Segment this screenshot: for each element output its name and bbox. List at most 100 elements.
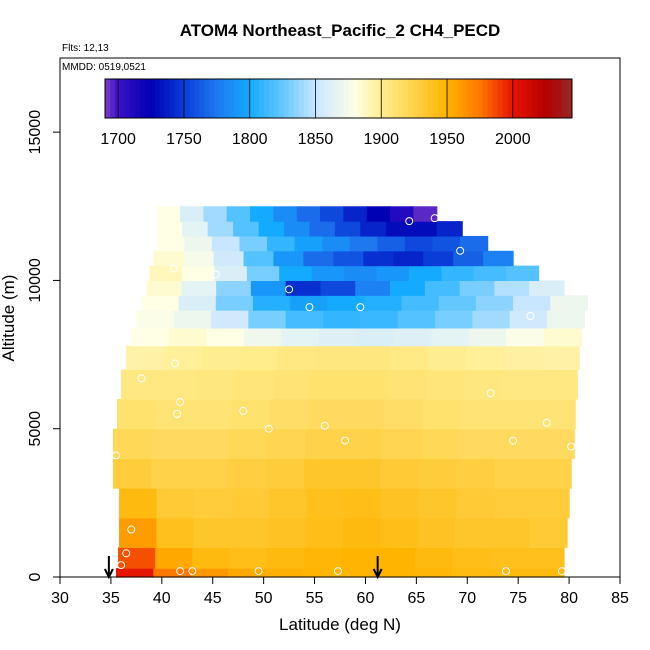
field-cell (302, 568, 341, 578)
colorbar-segment (477, 79, 484, 118)
field-cell (181, 280, 217, 296)
field-cell (180, 206, 204, 222)
field-cell (211, 235, 241, 252)
field-cell (387, 369, 426, 400)
field-cell (420, 428, 460, 459)
sample-point (211, 270, 220, 279)
field-cell (203, 206, 228, 222)
colorbar-segment (194, 79, 200, 118)
field-cell (466, 345, 505, 370)
field-cell (456, 458, 496, 489)
colorbar-segment (189, 79, 195, 118)
field-cell (131, 327, 170, 347)
field-cell (285, 280, 322, 296)
field-cell (343, 517, 381, 548)
flights-label: Flts: 12,13 (62, 43, 109, 54)
field-cell (197, 369, 236, 400)
field-cell (418, 458, 458, 489)
field-cell (506, 327, 545, 347)
colorbar-segment (537, 79, 543, 118)
x-tick-label: 50 (255, 590, 273, 607)
x-tick-label: 70 (458, 590, 476, 607)
field-cell (314, 345, 354, 370)
colorbar-tick-label: 1700 (100, 131, 136, 148)
field-cell (376, 265, 410, 282)
field-cell (182, 221, 209, 237)
sample-point (356, 303, 365, 312)
field-cell (366, 206, 391, 222)
field-cell (211, 310, 249, 329)
field-cell (153, 568, 192, 578)
field-cell (229, 547, 268, 569)
colorbar-segment (209, 79, 215, 118)
sample-point (320, 421, 329, 430)
field-cell (415, 547, 454, 569)
field-cell (214, 265, 248, 282)
field-cell (228, 568, 266, 578)
curtain-field (112, 206, 589, 578)
field-cell (320, 206, 344, 222)
field-cell (501, 369, 540, 400)
field-cell (233, 221, 260, 237)
field-cell (323, 310, 361, 329)
field-cell (333, 250, 364, 267)
field-cell (246, 265, 280, 282)
field-cell (390, 345, 429, 370)
sample-point (170, 264, 179, 273)
field-cell (250, 206, 274, 222)
field-cell (355, 280, 391, 296)
field-cell (269, 488, 308, 519)
sample-point (567, 442, 576, 451)
colorbar-segment (507, 79, 513, 118)
colorbar-segment (408, 79, 414, 118)
x-tick-label: 75 (509, 590, 527, 607)
colorbar-segment (318, 79, 325, 118)
field-cell (151, 428, 191, 459)
field-cell (432, 235, 461, 252)
field-cell (411, 221, 438, 237)
colorbar-segment (154, 79, 161, 118)
field-cell (364, 295, 403, 311)
sample-point (542, 418, 551, 427)
colorbar-segment (427, 79, 434, 118)
colorbar-segment (522, 79, 528, 118)
colorbar-segment (199, 79, 205, 118)
field-cell (126, 345, 165, 370)
colorbar (104, 78, 573, 119)
field-cell (284, 221, 311, 237)
field-cell (173, 310, 212, 329)
colorbar-segment (547, 79, 553, 118)
field-cell (309, 221, 336, 237)
colorbar-tick-label: 2000 (495, 131, 531, 148)
field-cell (513, 295, 551, 311)
sample-point (486, 389, 495, 398)
field-cell (239, 345, 278, 370)
sample-point (456, 246, 465, 255)
sample-point (122, 549, 131, 558)
sample-point (117, 561, 126, 570)
field-cell (483, 250, 514, 267)
field-cell (250, 280, 287, 296)
field-cell (305, 428, 345, 459)
field-cell (463, 369, 502, 400)
field-cell (213, 250, 245, 267)
field-cell (294, 235, 323, 252)
sample-point (188, 567, 197, 576)
field-cell (146, 280, 182, 296)
colorbar-segment (159, 79, 166, 118)
field-cell (305, 517, 344, 548)
x-tick-label: 80 (560, 590, 578, 607)
field-cell (352, 345, 392, 370)
colorbar-segment (169, 79, 176, 118)
field-cell (414, 568, 453, 578)
colorbar-segment (417, 79, 424, 118)
field-cell (117, 399, 156, 430)
sample-point (305, 303, 314, 312)
sample-point (239, 406, 248, 415)
field-cell (320, 280, 356, 296)
colorbar-segment (254, 79, 260, 118)
field-cell (408, 265, 442, 282)
sample-point (557, 567, 566, 576)
colorbar-segment (184, 79, 190, 118)
colorbar-segment (149, 79, 156, 118)
